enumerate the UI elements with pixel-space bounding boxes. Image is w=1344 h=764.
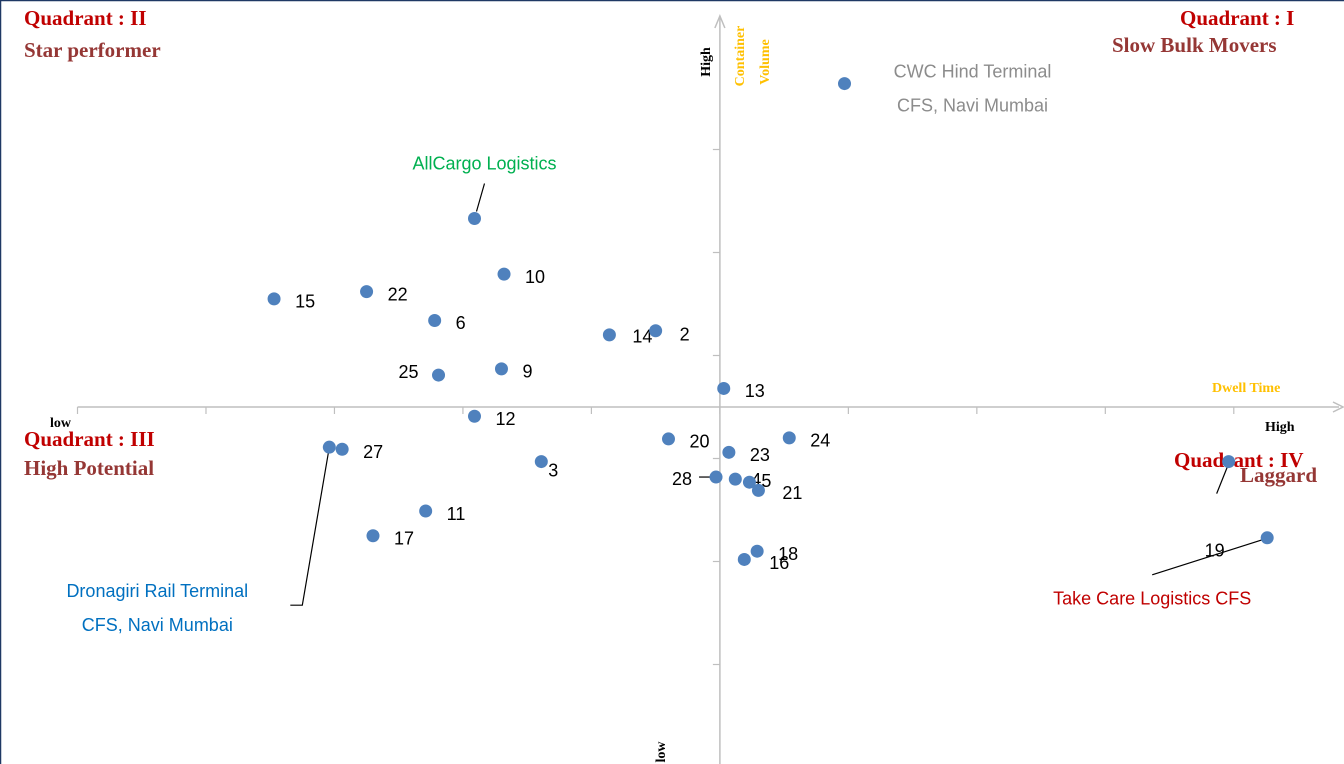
point xyxy=(322,440,336,454)
point-label: 3 xyxy=(548,460,558,480)
quadrant-title: Quadrant : III xyxy=(24,427,155,451)
y-axis-arrow xyxy=(714,14,726,29)
leader-line xyxy=(1216,463,1230,494)
point-label: 11 xyxy=(447,504,466,524)
point xyxy=(722,445,736,459)
point-label: 12 xyxy=(495,409,515,429)
point-label: AllCargo Logistics xyxy=(412,153,556,173)
point-label: 10 xyxy=(525,267,545,287)
y-low-label: low xyxy=(654,741,669,763)
point-label: 14 xyxy=(632,327,652,347)
leader-line xyxy=(475,183,486,212)
point-label: 19 xyxy=(1205,540,1225,560)
quadrant-name: Laggard xyxy=(1240,463,1317,487)
point xyxy=(742,475,756,489)
x-high-label: High xyxy=(1265,420,1295,435)
leader-line xyxy=(1152,539,1263,576)
quadrant-title: Quadrant : IV xyxy=(1174,448,1304,472)
y-high-label: High xyxy=(699,47,714,77)
y-axis-label: Container xyxy=(733,26,748,87)
point-label: 18 xyxy=(778,544,798,564)
point-label: 4 xyxy=(751,470,761,490)
quadrant-title: Quadrant : II xyxy=(24,6,147,30)
point xyxy=(335,442,349,456)
point xyxy=(709,470,723,484)
point-label: 28 xyxy=(672,469,692,489)
leader-line xyxy=(290,447,330,606)
point xyxy=(467,212,481,226)
point xyxy=(419,504,433,518)
point xyxy=(432,368,446,382)
point-label: 21 xyxy=(782,483,802,503)
quadrant-name: Star performer xyxy=(24,38,161,62)
point xyxy=(728,472,742,486)
point-label: 2 xyxy=(680,325,690,345)
point xyxy=(750,544,764,558)
point-label: 16 xyxy=(769,553,789,573)
x-axis-label: Dwell Time xyxy=(1212,381,1280,396)
point xyxy=(1260,531,1274,545)
point xyxy=(497,267,511,281)
point-label: CFS, Navi Mumbai xyxy=(82,615,233,635)
quadrant-name: Slow Bulk Movers xyxy=(1112,33,1277,57)
point xyxy=(737,552,751,566)
point xyxy=(751,483,765,497)
quadrant-name: High Potential xyxy=(24,456,154,480)
y-axis-label: Volume xyxy=(758,39,773,84)
point xyxy=(717,381,731,395)
point-label: CFS, Navi Mumbai xyxy=(897,95,1048,115)
quadrant-title: Quadrant : I xyxy=(1180,6,1294,30)
point-label: 9 xyxy=(522,362,532,382)
point-label: 15 xyxy=(295,292,315,312)
point xyxy=(838,77,852,91)
x-axis-arrow xyxy=(1332,401,1344,413)
point-label: Take Care Logistics CFS xyxy=(1053,589,1251,609)
point xyxy=(602,328,616,342)
point xyxy=(428,313,442,327)
point xyxy=(267,292,281,306)
point xyxy=(360,285,374,299)
point-label: CWC Hind Terminal xyxy=(894,61,1052,81)
point-label: 5 xyxy=(761,471,771,491)
point xyxy=(782,431,796,445)
point-label: 17 xyxy=(394,529,414,549)
point xyxy=(366,529,380,543)
point-label: 27 xyxy=(363,442,383,462)
point-label: 13 xyxy=(745,381,765,401)
point-label: 22 xyxy=(388,284,408,304)
point-label: Dronagiri Rail Terminal xyxy=(66,581,248,601)
point xyxy=(534,455,548,469)
point xyxy=(661,432,675,446)
point xyxy=(649,324,663,338)
point xyxy=(494,362,508,376)
point-label: 20 xyxy=(689,432,709,452)
point xyxy=(1222,455,1236,469)
point-label: 25 xyxy=(398,362,418,382)
point-label: 23 xyxy=(750,445,770,465)
point-label: 6 xyxy=(456,313,466,333)
point-label: 24 xyxy=(810,431,830,451)
point xyxy=(467,409,481,423)
x-low-label: low xyxy=(50,416,72,431)
